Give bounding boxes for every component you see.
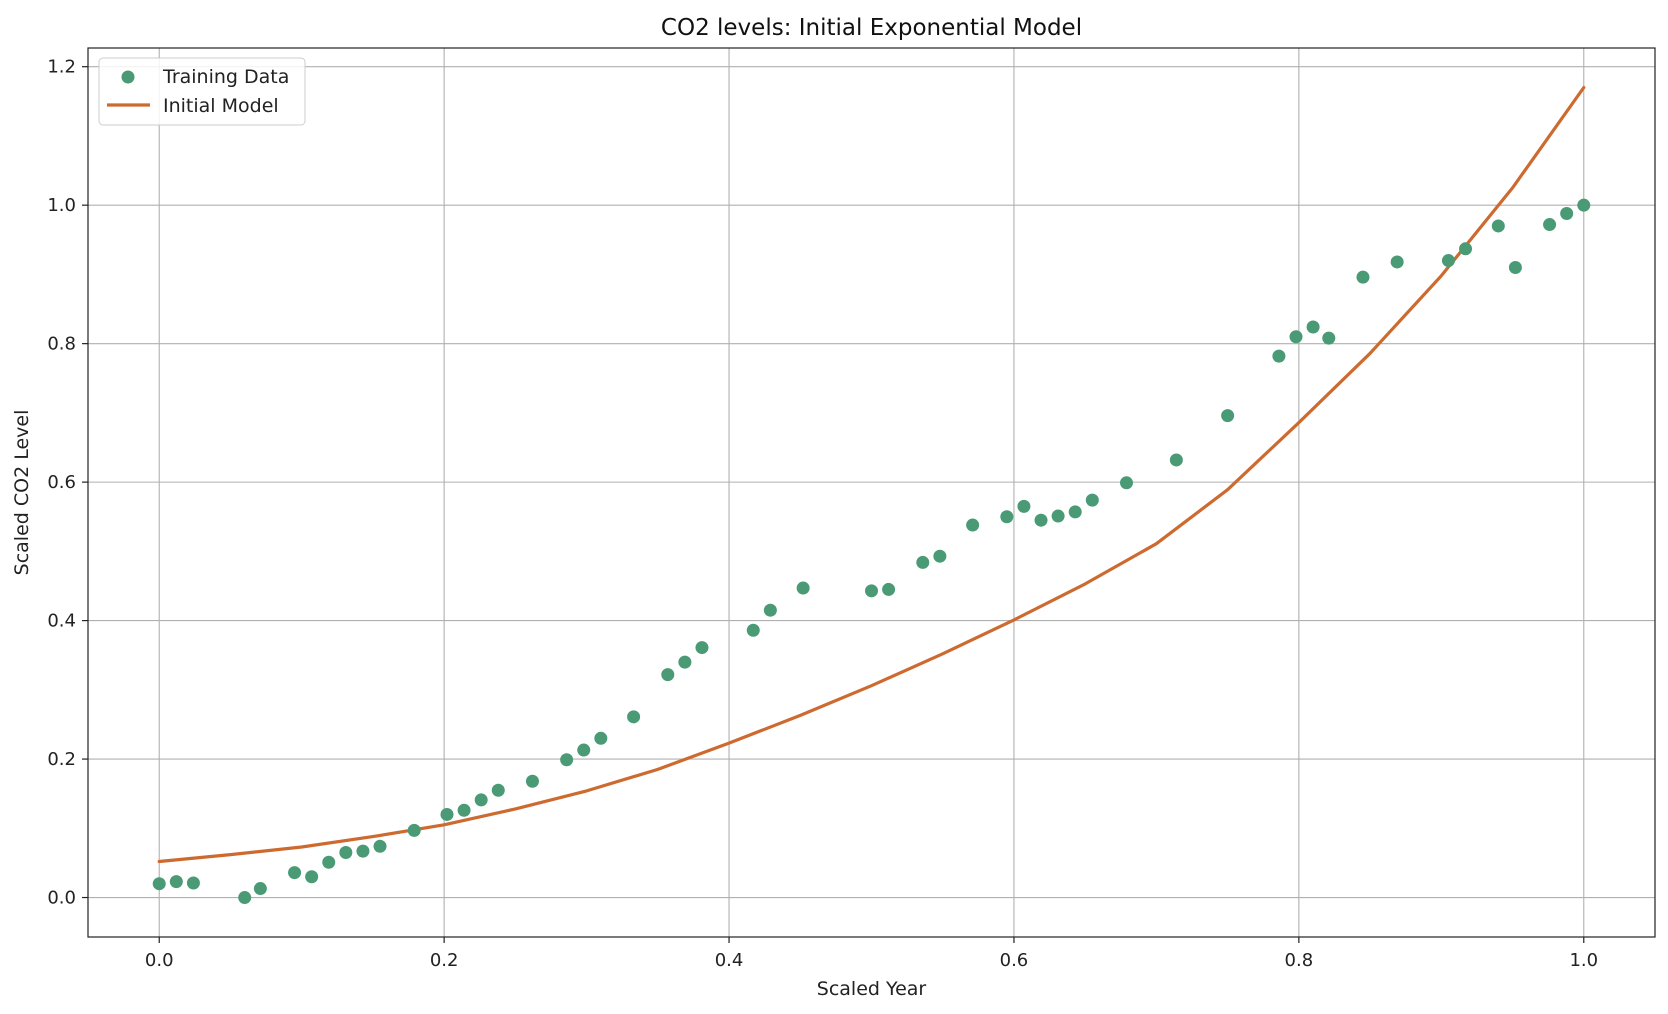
data-point [627, 710, 641, 724]
data-point [1085, 493, 1099, 507]
data-point [865, 584, 878, 598]
data-point [882, 582, 896, 596]
plot-frame [87, 47, 1656, 938]
data-point [661, 668, 675, 682]
x-axis-label: Scaled Year [817, 978, 927, 1000]
data-point [186, 876, 200, 890]
data-point [474, 793, 488, 807]
x-tick-label: 0.4 [715, 950, 744, 971]
data-point [1221, 409, 1235, 423]
data-point [152, 877, 166, 891]
data-point [1272, 349, 1286, 363]
data-point [1508, 260, 1522, 274]
legend-label-initial-model: Initial Model [163, 95, 279, 117]
chart-title: CO2 levels: Initial Exponential Model [661, 15, 1082, 41]
data-point [305, 870, 319, 884]
x-tick-label: 0.2 [430, 950, 459, 971]
data-point [491, 783, 505, 797]
data-point [1034, 513, 1048, 527]
data-point [322, 855, 336, 869]
x-tick-label: 0.8 [1285, 950, 1314, 971]
data-point [1051, 509, 1065, 523]
data-point [796, 581, 810, 595]
data-point [457, 803, 471, 817]
data-point [1017, 499, 1031, 513]
y-tick-label: 0.8 [47, 334, 76, 355]
legend-label-training-data: Training Data [162, 66, 289, 88]
data-point [1543, 218, 1557, 232]
data-point [407, 823, 421, 837]
data-point [560, 753, 574, 767]
data-point [440, 807, 454, 821]
data-point [1306, 320, 1320, 334]
x-tick-label: 1.0 [1569, 950, 1598, 971]
legend-box [98, 57, 306, 126]
data-point [1068, 505, 1082, 519]
y-tick-label: 1.0 [47, 195, 76, 216]
line-layer [157, 85, 1586, 864]
data-point [966, 518, 980, 532]
data-point [746, 623, 760, 637]
y-axis-label: Scaled CO2 Level [11, 410, 33, 576]
data-point [373, 839, 387, 853]
data-point [253, 882, 267, 896]
y-tick-label: 0.6 [47, 472, 76, 493]
data-point [1289, 330, 1303, 344]
data-point [339, 846, 353, 860]
y-tick-label: 1.2 [47, 57, 76, 78]
data-point [1491, 219, 1505, 233]
model-line [157, 85, 1586, 864]
data-point [1459, 242, 1473, 256]
y-tick-label: 0.2 [47, 749, 76, 770]
data-point [916, 555, 930, 569]
data-point [594, 731, 608, 745]
grid-layer [88, 48, 1655, 937]
legend: Training Data Initial Model [98, 57, 306, 126]
x-axis-ticks: 0.0 0.2 0.4 0.6 0.8 1.0 [145, 937, 1598, 971]
data-point [288, 866, 302, 880]
y-tick-label: 0.0 [47, 888, 76, 909]
data-point [356, 844, 370, 858]
data-point [1169, 453, 1183, 467]
data-point [169, 875, 183, 889]
scatter-layer [152, 198, 1591, 905]
data-point [1577, 198, 1591, 212]
data-point [1390, 255, 1404, 269]
data-point [1441, 254, 1455, 268]
y-tick-label: 0.4 [47, 611, 76, 632]
data-point [1119, 476, 1133, 490]
x-tick-label: 0.6 [1000, 950, 1029, 971]
data-point [525, 774, 539, 788]
x-tick-label: 0.0 [145, 950, 174, 971]
data-point [695, 641, 709, 655]
data-point [763, 603, 777, 617]
data-point [238, 891, 252, 905]
data-point [577, 743, 591, 757]
data-point [1560, 206, 1574, 220]
data-point [933, 549, 947, 563]
data-point [1356, 270, 1370, 284]
data-point [1322, 331, 1336, 345]
data-point [678, 655, 692, 669]
legend-marker-training-data [121, 70, 135, 84]
data-point [1000, 510, 1014, 524]
y-axis-ticks: 0.0 0.2 0.4 0.6 0.8 1.0 1.2 [47, 57, 88, 909]
